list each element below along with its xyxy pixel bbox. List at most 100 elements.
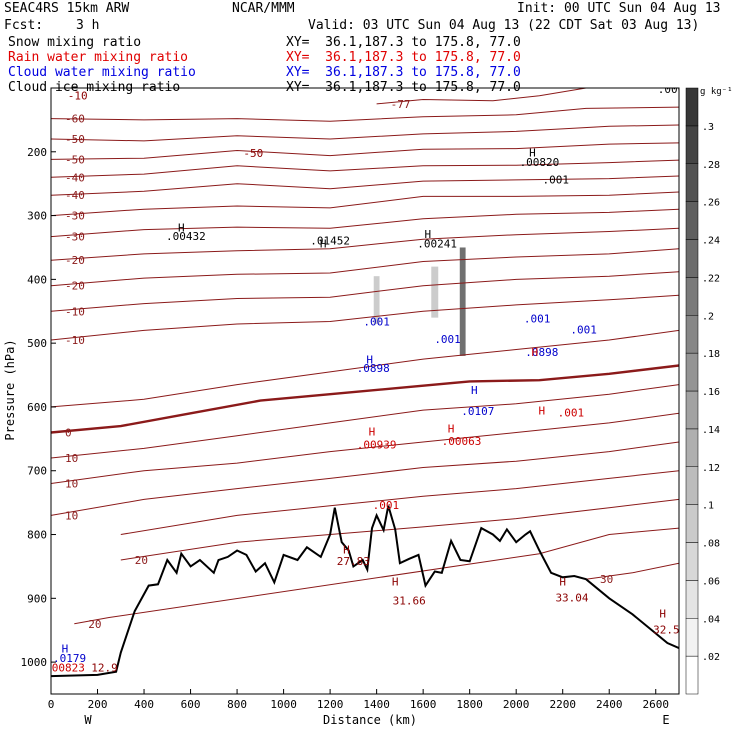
colorbar-tick-12: .26 — [702, 198, 720, 209]
isotherm-line-3 — [51, 124, 679, 142]
field-label-4: H — [424, 228, 431, 241]
isotherm-label-8: -30 — [65, 231, 85, 244]
field-label-snow: Snow mixing ratio — [8, 35, 142, 50]
y-tick-label-4: 600 — [27, 401, 47, 414]
isotherm-line-2 — [51, 106, 679, 122]
y-tick-label-3: 500 — [27, 337, 47, 350]
snow-shade-1 — [431, 266, 439, 318]
x-tick-label-1: 200 — [88, 698, 108, 711]
field-label-0: H — [178, 222, 185, 235]
isotherm-line-17 — [51, 441, 679, 516]
colorbar-box-12 — [685, 201, 699, 240]
colorbar-box-10 — [685, 277, 699, 316]
field-label-36: .00823 — [45, 662, 85, 675]
isotherm-label-4: -50 — [65, 153, 85, 166]
colorbar-box-0 — [685, 655, 699, 695]
institution: NCAR/MMM — [232, 1, 295, 16]
isotherm-label-12: -10 — [65, 334, 85, 347]
isotherm-line-10 — [51, 248, 679, 287]
x-tick-label-2: 400 — [134, 698, 154, 711]
x-tick-label-7: 1400 — [363, 698, 390, 711]
field-label-34: H — [62, 643, 69, 656]
field-label-13: H — [471, 384, 478, 397]
valid-time: Valid: 03 UTC Sun 04 Aug 13 (22 CDT Sat … — [308, 18, 700, 33]
colorbar-tick-11: .24 — [702, 236, 720, 247]
colorbar-box-11 — [685, 239, 699, 278]
x-tick-label-3: 600 — [181, 698, 201, 711]
model-title: SEAC4RS 15km ARW — [4, 1, 130, 16]
field-label-19: .00939 — [357, 438, 397, 451]
isotherm-label-10: -20 — [65, 280, 85, 293]
x-tick-label-0: 0 — [48, 698, 55, 711]
field-label-7: .00820 — [520, 156, 560, 169]
colorbar-tick-6: .14 — [702, 425, 720, 436]
terrain-line — [51, 505, 679, 678]
isotherm-label-13: 0 — [65, 426, 72, 439]
isotherm-line-8 — [51, 208, 679, 238]
field-label-16: .0898 — [525, 346, 558, 359]
isotherm-line-15 — [51, 384, 679, 459]
field-label-40: .0000 — [658, 83, 691, 96]
colorbar-tick-5: .12 — [702, 463, 720, 474]
colorbar-tick-0: .02 — [702, 652, 720, 663]
isotherm-label-20: 20 — [88, 618, 101, 631]
isotherm-label-2: -60 — [65, 113, 85, 126]
field-label-25: .001 — [558, 407, 585, 420]
field-label-10: H — [366, 354, 373, 367]
colorbar-tick-2: .06 — [702, 576, 720, 587]
field-label-14: .0107 — [461, 405, 494, 418]
field-label-20: H — [448, 422, 455, 435]
x-tick-label-5: 1000 — [270, 698, 297, 711]
isotherm-label-19: 20 — [135, 554, 148, 567]
colorbar-box-7 — [685, 390, 699, 430]
field-label-18: H — [369, 426, 376, 439]
field-label-11: .0898 — [357, 362, 390, 375]
field-label-37: 12.9 — [91, 662, 118, 675]
y-tick-label-2: 400 — [27, 273, 47, 286]
colorbar-tick-13: .28 — [702, 160, 720, 171]
colorbar-box-6 — [685, 428, 699, 467]
field-label-28: 31.66 — [393, 595, 426, 608]
colorbar-tick-3: .08 — [702, 539, 720, 550]
isotherm-line-14 — [51, 329, 679, 408]
colorbar-box-5 — [685, 466, 699, 505]
isotherm-line-6 — [51, 175, 679, 196]
field-label-38: -10 — [68, 89, 88, 102]
colorbar-tick-9: .2 — [702, 311, 714, 322]
colorbar-box-3 — [685, 542, 699, 581]
field-label-22: .001 — [373, 499, 400, 512]
isotherm-label-21: 30 — [600, 573, 613, 586]
isotherm-label-0: -77 — [391, 98, 411, 111]
field-label-29: H — [392, 576, 399, 589]
colorbar-tick-7: .16 — [702, 387, 720, 398]
field-label-5: .00241 — [417, 237, 457, 250]
isotherm-line-21 — [585, 562, 679, 580]
isotherm-line-19 — [120, 498, 679, 561]
colorbar-box-4 — [685, 504, 699, 543]
field-label-24: H — [538, 405, 545, 418]
isotherm-label-15: 10 — [65, 452, 78, 465]
field-label-cloud-water: Cloud water mixing ratio — [8, 65, 196, 80]
field-label-23: H — [531, 346, 538, 359]
snow-shade-2 — [459, 247, 466, 356]
forecast-value: 3 h — [76, 18, 100, 33]
x-axis-label: Distance (km) — [323, 713, 417, 727]
isotherm-line-9 — [51, 227, 679, 261]
x-tick-label-8: 1600 — [410, 698, 437, 711]
field-label-35: .0179 — [53, 652, 86, 665]
colorbar-tick-10: .22 — [702, 273, 720, 284]
field-label-39: -50 — [243, 147, 263, 160]
colorbar-box-15 — [685, 87, 699, 127]
init-time: Init: 00 UTC Sun 04 Aug 13 — [517, 1, 721, 16]
x-tick-label-4: 800 — [227, 698, 247, 711]
isotherm-label-5: -40 — [65, 171, 85, 184]
isotherm-line-12 — [51, 294, 679, 341]
field-label-6: H — [529, 146, 536, 159]
x-tick-label-9: 1800 — [456, 698, 483, 711]
isotherm-line-11 — [51, 271, 679, 312]
x-tick-label-13: 2600 — [642, 698, 669, 711]
field-label-32: 32.52 — [653, 623, 686, 636]
isotherm-line-18 — [120, 470, 679, 535]
colorbar-box-1 — [685, 618, 699, 657]
